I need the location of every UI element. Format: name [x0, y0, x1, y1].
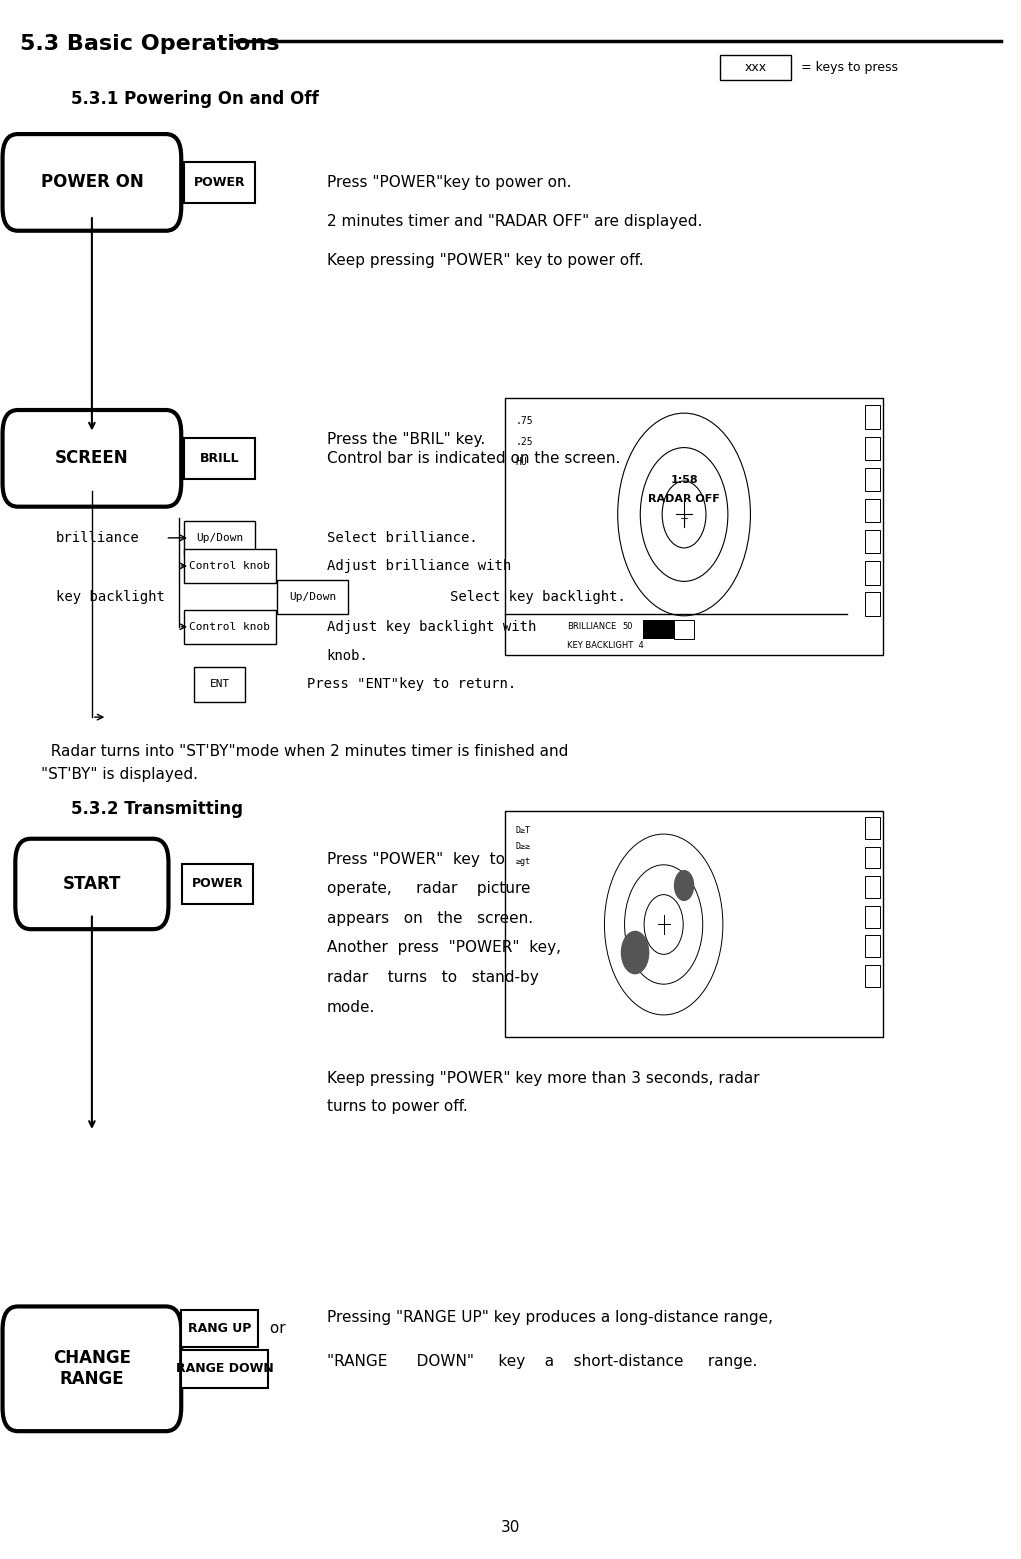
Text: Press the "BRIL" key.: Press the "BRIL" key.	[327, 432, 485, 447]
Text: Select key backlight.: Select key backlight.	[383, 591, 626, 603]
Text: "RANGE      DOWN"     key    a    short-distance     range.: "RANGE DOWN" key a short-distance range.	[327, 1353, 758, 1369]
Text: D≥≥: D≥≥	[516, 842, 531, 851]
Text: appears   on   the   screen.: appears on the screen.	[327, 910, 533, 926]
Text: 5.3 Basic Operations: 5.3 Basic Operations	[20, 34, 280, 55]
Bar	[865, 965, 880, 987]
FancyBboxPatch shape	[3, 134, 182, 231]
Text: BRILL: BRILL	[200, 452, 239, 465]
Text: radar    turns   to   stand-by: radar turns to stand-by	[327, 970, 538, 985]
Text: START: START	[62, 875, 121, 893]
Bar	[505, 398, 883, 655]
Text: +: +	[679, 514, 689, 524]
FancyBboxPatch shape	[3, 1306, 182, 1431]
FancyBboxPatch shape	[182, 1350, 268, 1388]
Text: HU: HU	[516, 457, 528, 466]
Text: key backlight: key backlight	[56, 591, 165, 603]
Text: Control knob: Control knob	[189, 622, 271, 631]
Text: ≥gt: ≥gt	[516, 857, 531, 867]
Text: Keep pressing "POWER" key to power off.: Keep pressing "POWER" key to power off.	[327, 253, 643, 268]
Bar	[865, 817, 880, 839]
Text: D≥T: D≥T	[516, 826, 531, 836]
Text: brilliance: brilliance	[56, 532, 140, 544]
Bar	[865, 561, 880, 585]
Bar	[865, 592, 880, 616]
FancyBboxPatch shape	[184, 521, 255, 555]
Bar	[865, 468, 880, 491]
FancyBboxPatch shape	[720, 55, 791, 80]
Bar	[505, 811, 883, 1037]
Text: .75: .75	[516, 416, 533, 426]
FancyBboxPatch shape	[3, 410, 182, 507]
Text: turns to power off.: turns to power off.	[327, 1099, 468, 1115]
Text: operate,     radar    picture: operate, radar picture	[327, 881, 530, 896]
Text: Control bar is indicated on the screen.: Control bar is indicated on the screen.	[327, 451, 620, 466]
FancyBboxPatch shape	[184, 438, 255, 479]
Text: POWER: POWER	[194, 176, 245, 189]
Text: xxx: xxx	[744, 61, 767, 73]
Text: POWER ON: POWER ON	[41, 173, 143, 192]
Bar	[674, 620, 694, 639]
Text: = keys to press: = keys to press	[801, 61, 898, 73]
Text: Up/Down: Up/Down	[196, 533, 243, 543]
Text: Select brilliance.: Select brilliance.	[327, 532, 478, 544]
Text: Radar turns into "ST'BY"mode when 2 minutes timer is finished and: Radar turns into "ST'BY"mode when 2 minu…	[41, 744, 569, 759]
FancyBboxPatch shape	[184, 610, 276, 644]
FancyBboxPatch shape	[184, 162, 255, 203]
Text: 50: 50	[623, 622, 633, 631]
Text: "ST'BY" is displayed.: "ST'BY" is displayed.	[41, 767, 198, 783]
Text: 30: 30	[501, 1520, 520, 1536]
Text: ENT: ENT	[209, 680, 230, 689]
FancyBboxPatch shape	[182, 1310, 257, 1347]
Text: KEY BACKLIGHT  4: KEY BACKLIGHT 4	[567, 641, 643, 650]
Bar	[865, 935, 880, 957]
Text: Press "POWER"  key  to: Press "POWER" key to	[327, 851, 504, 867]
Text: Control knob: Control knob	[189, 561, 271, 571]
Text: CHANGE
RANGE: CHANGE RANGE	[53, 1350, 131, 1388]
Text: 5.3.1 Powering On and Off: 5.3.1 Powering On and Off	[71, 90, 320, 109]
Text: 2 minutes timer and "RADAR OFF" are displayed.: 2 minutes timer and "RADAR OFF" are disp…	[327, 214, 702, 229]
Text: Adjust key backlight with: Adjust key backlight with	[327, 620, 536, 633]
Text: Press "ENT"key to return.: Press "ENT"key to return.	[265, 678, 517, 691]
Text: knob.: knob.	[327, 650, 369, 663]
Text: 1:58: 1:58	[670, 475, 698, 485]
FancyBboxPatch shape	[182, 864, 253, 904]
Text: Adjust brilliance with: Adjust brilliance with	[327, 560, 510, 572]
Text: Keep pressing "POWER" key more than 3 seconds, radar: Keep pressing "POWER" key more than 3 se…	[327, 1071, 760, 1087]
Text: RANGE DOWN: RANGE DOWN	[176, 1363, 274, 1375]
Bar	[865, 876, 880, 898]
Text: Press "POWER"key to power on.: Press "POWER"key to power on.	[327, 175, 571, 190]
Bar	[865, 499, 880, 522]
Text: Another  press  "POWER"  key,: Another press "POWER" key,	[327, 940, 561, 956]
Text: POWER: POWER	[192, 878, 243, 890]
Bar	[865, 847, 880, 868]
FancyBboxPatch shape	[15, 839, 168, 929]
Bar	[865, 437, 880, 460]
FancyBboxPatch shape	[277, 580, 348, 614]
Bar	[643, 620, 674, 639]
FancyBboxPatch shape	[184, 549, 276, 583]
FancyBboxPatch shape	[194, 667, 245, 702]
Circle shape	[621, 931, 649, 974]
Text: or: or	[265, 1320, 286, 1336]
Text: Up/Down: Up/Down	[289, 592, 336, 602]
Text: BRILLIANCE: BRILLIANCE	[567, 622, 616, 631]
Text: Pressing "RANGE UP" key produces a long-distance range,: Pressing "RANGE UP" key produces a long-…	[327, 1310, 773, 1325]
Circle shape	[674, 870, 694, 901]
Text: RADAR OFF: RADAR OFF	[648, 494, 720, 504]
Text: 5.3.2 Transmitting: 5.3.2 Transmitting	[71, 800, 243, 818]
Bar	[865, 405, 880, 429]
Bar	[865, 530, 880, 553]
Text: mode.: mode.	[327, 999, 375, 1015]
Text: RANG UP: RANG UP	[188, 1322, 251, 1335]
Text: .25: .25	[516, 437, 533, 446]
Text: SCREEN: SCREEN	[55, 449, 129, 468]
Bar	[865, 906, 880, 928]
